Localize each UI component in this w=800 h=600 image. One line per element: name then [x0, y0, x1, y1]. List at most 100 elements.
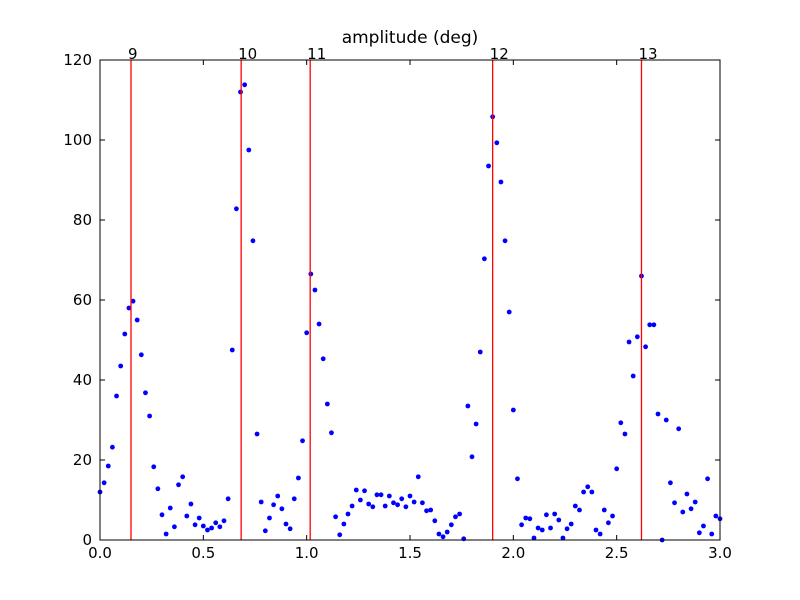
- point: [105, 463, 111, 469]
- x-tick-label: 0.5: [191, 544, 215, 562]
- point: [531, 535, 537, 541]
- y-tick-label: 100: [63, 131, 92, 149]
- point: [291, 496, 297, 502]
- point: [424, 508, 429, 514]
- point: [473, 421, 479, 427]
- point: [209, 525, 215, 531]
- point: [713, 513, 719, 519]
- point: [143, 390, 148, 396]
- point: [482, 256, 487, 262]
- point: [527, 516, 533, 522]
- point: [217, 524, 223, 530]
- point: [126, 305, 132, 311]
- point: [138, 352, 144, 358]
- point: [341, 521, 347, 527]
- point: [535, 525, 541, 531]
- point: [494, 140, 500, 146]
- point: [610, 513, 615, 519]
- point: [180, 474, 186, 480]
- point: [403, 504, 409, 510]
- chart-title: amplitude (deg): [342, 28, 479, 48]
- point: [382, 503, 388, 509]
- point: [630, 373, 636, 379]
- point: [196, 515, 202, 521]
- point: [668, 480, 673, 486]
- point: [428, 507, 434, 513]
- point: [614, 466, 620, 472]
- point: [258, 499, 264, 505]
- point: [597, 531, 603, 537]
- point: [510, 407, 516, 413]
- marker-label: 10: [238, 45, 257, 63]
- point: [366, 501, 372, 507]
- point: [345, 511, 351, 517]
- x-tick-label: 0.0: [88, 544, 112, 562]
- point: [262, 528, 268, 534]
- point: [205, 527, 210, 533]
- point: [701, 523, 706, 529]
- point: [246, 147, 252, 153]
- y-tick-label: 120: [63, 51, 92, 69]
- point: [548, 525, 553, 531]
- point: [457, 511, 462, 517]
- y-tick-label: 40: [73, 371, 92, 389]
- point: [684, 491, 690, 497]
- point: [250, 238, 256, 244]
- point: [399, 496, 405, 502]
- marker-label: 11: [307, 45, 326, 63]
- point: [337, 532, 343, 538]
- point: [386, 493, 392, 499]
- point: [647, 322, 653, 328]
- marker-label: 12: [490, 45, 509, 63]
- point: [283, 521, 289, 527]
- point: [676, 426, 682, 432]
- point: [663, 417, 669, 423]
- y-tick-label: 20: [73, 451, 92, 469]
- point: [498, 179, 504, 185]
- point: [440, 534, 446, 540]
- point: [502, 238, 508, 244]
- point: [184, 513, 190, 519]
- point: [229, 347, 235, 353]
- point: [324, 401, 330, 407]
- x-tick-label: 2.5: [605, 544, 629, 562]
- point: [486, 163, 491, 169]
- x-tick-label: 2.0: [501, 544, 525, 562]
- point: [304, 330, 310, 336]
- point: [275, 493, 281, 499]
- x-tick-label: 1.0: [295, 544, 319, 562]
- point: [101, 480, 107, 486]
- point: [606, 520, 611, 526]
- point: [163, 531, 169, 537]
- point: [465, 403, 471, 409]
- point: [151, 464, 157, 470]
- point: [213, 520, 219, 526]
- point: [469, 454, 475, 460]
- point: [279, 506, 285, 512]
- x-tick-label: 3.0: [708, 544, 732, 562]
- point: [477, 349, 483, 355]
- point: [316, 321, 322, 327]
- point: [618, 420, 624, 426]
- marker-label: 13: [638, 45, 657, 63]
- point: [353, 487, 359, 493]
- point: [147, 413, 153, 419]
- point: [585, 484, 591, 490]
- point: [626, 339, 632, 345]
- point: [312, 287, 318, 293]
- point: [271, 502, 276, 508]
- point: [581, 489, 586, 495]
- point: [539, 527, 545, 533]
- point: [329, 430, 334, 436]
- point: [651, 322, 657, 328]
- point: [696, 530, 702, 536]
- point: [705, 476, 710, 482]
- y-tick-label: 80: [73, 211, 92, 229]
- point: [622, 431, 628, 437]
- point: [114, 393, 119, 399]
- point: [192, 522, 198, 528]
- point: [448, 522, 454, 528]
- point: [391, 500, 396, 506]
